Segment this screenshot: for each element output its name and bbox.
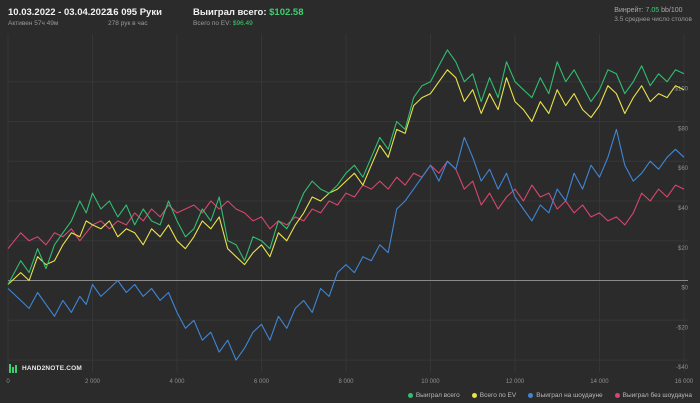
ev-label: Всего по EV: (193, 20, 232, 27)
y-tick-label: -$40 (676, 365, 689, 371)
x-tick-label: 10 000 (421, 379, 440, 385)
legend-label: Выиграл на шоудауне (536, 392, 603, 399)
x-tick-label: 6 000 (254, 379, 270, 385)
winrate-value: 7.05 (645, 7, 660, 14)
legend-label: Выиграл без шоудауна (622, 392, 692, 399)
hands-count: 16 095 Руки (108, 7, 162, 18)
winnings-block: Выиграл всего: $102.58 Всего по EV: $96.… (193, 7, 303, 27)
y-tick-label: $0 (681, 286, 688, 292)
date-range-block: 10.03.2022 - 03.04.2022 Активен 57ч 49м (8, 7, 112, 27)
ev-value: $96.49 (232, 20, 253, 27)
y-tick-label: $80 (678, 126, 689, 132)
won-total-line: Выиграл всего: $102.58 (193, 7, 303, 18)
legend-item[interactable]: Выиграл всего (407, 392, 460, 399)
stats-header: 10.03.2022 - 03.04.2022 Активен 57ч 49м … (0, 0, 700, 34)
legend-dot-icon (471, 393, 477, 398)
x-tick-label: 0 (6, 379, 10, 385)
series-line-1 (7, 69, 685, 285)
series-line-2 (7, 128, 685, 361)
winrate-line: Винрейт: 7.05 bb/100 (614, 7, 692, 14)
y-tick-label: $40 (678, 206, 689, 212)
legend-dot-icon (614, 393, 620, 398)
hands-block: 16 095 Руки 278 рук в час (108, 7, 162, 27)
legend-dot-icon (528, 393, 534, 398)
won-value: $102.58 (269, 7, 304, 18)
active-time: Активен 57ч 49м (8, 20, 59, 27)
series-line-3 (7, 160, 685, 250)
x-tick-label: 16 000 (675, 379, 694, 385)
x-tick-label: 14 000 (590, 379, 609, 385)
y-tick-label: $20 (678, 246, 689, 252)
logo-icon (9, 364, 18, 373)
legend-label: Выиграл всего (415, 392, 460, 399)
logo-text: HAND2NOTE.COM (22, 365, 83, 372)
legend-item[interactable]: Всего по EV (471, 392, 517, 399)
x-tick-label: 2 000 (85, 379, 101, 385)
series-line-0 (7, 49, 685, 285)
hands-per-hour: 278 рук в час (108, 20, 148, 27)
y-tick-label: $100 (675, 87, 689, 93)
chart-legend: Выиграл всего Всего по EV Выиграл на шоуда… (407, 392, 692, 399)
y-tick-label: $60 (678, 166, 689, 172)
date-range: 10.03.2022 - 03.04.2022 (8, 7, 112, 18)
y-tick-label: -$20 (676, 325, 689, 331)
ev-line: Всего по EV: $96.49 (193, 20, 303, 27)
legend-item[interactable]: Выиграл на шоудауне (528, 392, 603, 399)
x-tick-label: 4 000 (169, 379, 185, 385)
legend-label: Всего по EV (479, 392, 517, 399)
hand2note-logo: HAND2NOTE.COM (9, 364, 82, 373)
winrate-block: Винрейт: 7.05 bb/100 3.5 среднее число с… (614, 7, 692, 23)
winrate-unit: bb/100 (661, 7, 683, 14)
x-tick-label: 8 000 (338, 379, 354, 385)
won-label: Выиграл всего: (193, 7, 267, 18)
x-tick-label: 12 000 (506, 379, 525, 385)
legend-item[interactable]: Выиграл без шоудауна (614, 392, 692, 399)
avg-tables: 3.5 среднее число столов (614, 16, 692, 23)
winrate-label: Винрейт: (614, 7, 644, 14)
legend-dot-icon (407, 393, 413, 398)
